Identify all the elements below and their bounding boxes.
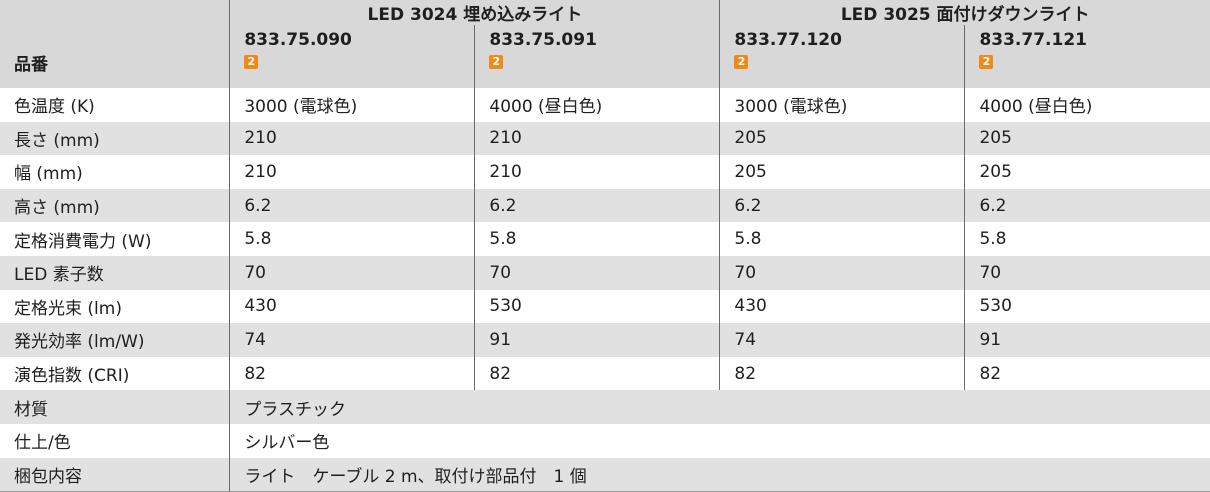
row-label: 発光効率 (lm/W) bbox=[0, 323, 230, 357]
row-value: 4000 (昼白色) bbox=[964, 88, 1210, 122]
row-value: 6.2 bbox=[474, 188, 720, 223]
table-row: 定格消費電力 (W) 5.8 5.8 5.8 5.8 bbox=[0, 222, 1210, 256]
row-value: 6.2 bbox=[719, 188, 965, 223]
row-value: 3000 (電球色) bbox=[719, 88, 965, 122]
row-value: シルバー色 bbox=[229, 423, 1210, 458]
row-value: 70 bbox=[964, 255, 1210, 290]
row-value: 82 bbox=[229, 356, 475, 391]
table-row: 発光効率 (lm/W) 74 91 74 91 bbox=[0, 323, 1210, 357]
table-row: 定格光束 (lm) 430 530 430 530 bbox=[0, 289, 1210, 324]
badge-icon: 2 bbox=[489, 55, 504, 69]
part-number: 833.75.090 bbox=[244, 30, 352, 50]
table-row: 演色指数 (CRI) 82 82 82 82 bbox=[0, 356, 1210, 391]
row-value: 74 bbox=[229, 323, 475, 357]
table-row: LED 素子数 70 70 70 70 bbox=[0, 255, 1210, 290]
row-value: 5.8 bbox=[229, 222, 475, 256]
row-value: 82 bbox=[964, 356, 1210, 391]
row-value: 205 bbox=[964, 155, 1210, 189]
row-value: プラスチック bbox=[229, 390, 1210, 424]
row-value: 210 bbox=[474, 121, 720, 156]
part-number: 833.77.121 bbox=[979, 30, 1087, 50]
table-row-merged: 材質 プラスチック bbox=[0, 390, 1210, 424]
row-value: 91 bbox=[474, 323, 720, 357]
badge-icon: 2 bbox=[979, 55, 994, 69]
row-value: 5.8 bbox=[474, 222, 720, 256]
header-corner bbox=[0, 0, 230, 25]
row-value: 3000 (電球色) bbox=[229, 88, 475, 122]
row-value: 91 bbox=[964, 323, 1210, 357]
badge-icon: 2 bbox=[734, 55, 749, 69]
part-number: 833.75.091 bbox=[489, 30, 597, 50]
row-value: 530 bbox=[964, 289, 1210, 324]
row-value: 210 bbox=[229, 121, 475, 156]
table-row-merged: 梱包内容 ライト ケーブル 2 m、取付け部品付 1 個 bbox=[0, 457, 1210, 492]
row-value: 82 bbox=[719, 356, 965, 391]
row-value: 4000 (昼白色) bbox=[474, 88, 720, 122]
group-header-led-3025: LED 3025 面付けダウンライト bbox=[719, 0, 1210, 25]
row-label: LED 素子数 bbox=[0, 255, 230, 290]
row-label: 定格光束 (lm) bbox=[0, 289, 230, 324]
table-row: 長さ (mm) 210 210 205 205 bbox=[0, 121, 1210, 156]
row-label: 高さ (mm) bbox=[0, 188, 230, 223]
row-value: 70 bbox=[229, 255, 475, 290]
group-header-led-3024: LED 3024 埋め込みライト bbox=[229, 0, 720, 25]
row-label: 材質 bbox=[0, 390, 230, 424]
row-value: 5.8 bbox=[964, 222, 1210, 256]
row-label: 仕上/色 bbox=[0, 423, 230, 458]
row-value: 430 bbox=[719, 289, 965, 324]
row-value: ライト ケーブル 2 m、取付け部品付 1 個 bbox=[229, 457, 1210, 492]
part-number-cell: 833.77.121 2 bbox=[964, 25, 1210, 88]
row-value: 210 bbox=[229, 155, 475, 189]
row-value: 430 bbox=[229, 289, 475, 324]
part-number-cell: 833.75.091 2 bbox=[474, 25, 720, 88]
part-number-label: 品番 bbox=[0, 25, 230, 88]
row-value: 74 bbox=[719, 323, 965, 357]
group-header-row: LED 3024 埋め込みライト LED 3025 面付けダウンライト bbox=[0, 0, 1210, 25]
part-number-cell: 833.75.090 2 bbox=[229, 25, 475, 88]
part-number-row: 品番 833.75.090 2 833.75.091 2 833.77.120 … bbox=[0, 25, 1210, 88]
row-label: 梱包内容 bbox=[0, 457, 230, 492]
row-value: 6.2 bbox=[229, 188, 475, 223]
table-row: 幅 (mm) 210 210 205 205 bbox=[0, 155, 1210, 189]
badge-icon: 2 bbox=[244, 55, 259, 69]
row-value: 5.8 bbox=[719, 222, 965, 256]
row-label: 幅 (mm) bbox=[0, 155, 230, 189]
row-value: 205 bbox=[719, 121, 965, 156]
table-row: 高さ (mm) 6.2 6.2 6.2 6.2 bbox=[0, 188, 1210, 223]
part-number: 833.77.120 bbox=[734, 30, 842, 50]
row-value: 205 bbox=[719, 155, 965, 189]
row-value: 530 bbox=[474, 289, 720, 324]
row-value: 82 bbox=[474, 356, 720, 391]
table-row: 色温度 (K) 3000 (電球色) 4000 (昼白色) 3000 (電球色)… bbox=[0, 88, 1210, 122]
part-number-cell: 833.77.120 2 bbox=[719, 25, 965, 88]
row-label: 長さ (mm) bbox=[0, 121, 230, 156]
row-value: 70 bbox=[474, 255, 720, 290]
row-value: 6.2 bbox=[964, 188, 1210, 223]
row-value: 210 bbox=[474, 155, 720, 189]
table-row-merged: 仕上/色 シルバー色 bbox=[0, 423, 1210, 458]
row-value: 70 bbox=[719, 255, 965, 290]
row-label: 定格消費電力 (W) bbox=[0, 222, 230, 256]
row-value: 205 bbox=[964, 121, 1210, 156]
row-label: 演色指数 (CRI) bbox=[0, 356, 230, 391]
row-label: 色温度 (K) bbox=[0, 88, 230, 122]
